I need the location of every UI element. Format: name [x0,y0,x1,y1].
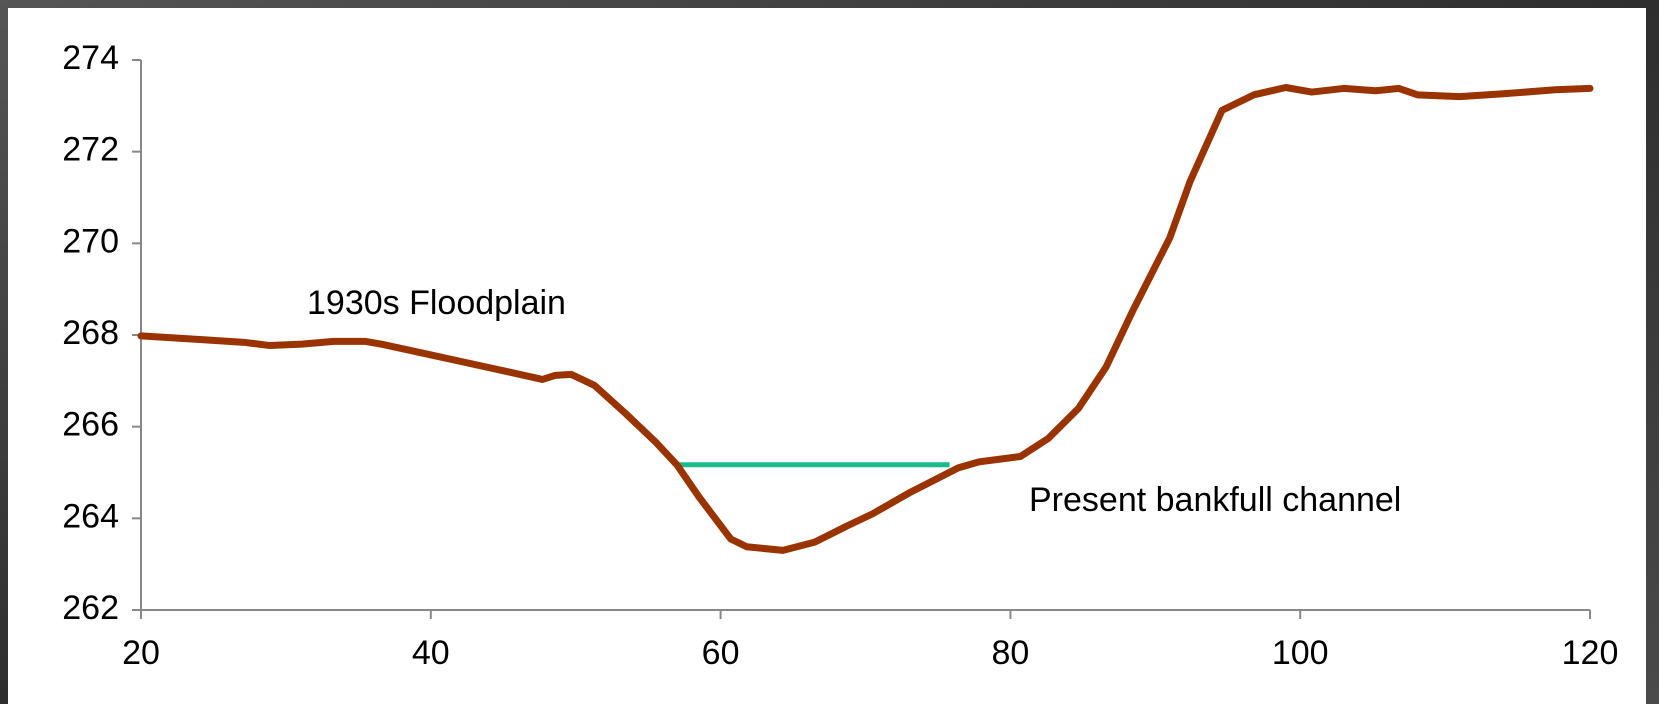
page: 262 264 266 268 270 272 274 20 40 60 80 100 120 1930s… [0,0,1659,704]
annotation: Present bankfull channel [1029,481,1401,519]
y-tick-label: 274 [62,39,119,77]
x-tick-label: 60 [702,634,740,672]
y-tick-label: 268 [62,314,119,352]
y-tick-label: 270 [62,222,119,260]
annotation: 1930s Floodplain [307,284,566,322]
plot-panel [8,8,1646,704]
y-tick-label: 272 [62,131,119,169]
x-tick-label: 120 [1562,634,1619,672]
x-tick-label: 20 [122,634,160,672]
y-tick-label: 266 [62,406,119,444]
x-tick-label: 80 [991,634,1029,672]
x-tick-label: 100 [1272,634,1329,672]
chart: 262 264 266 268 270 272 274 20 40 60 80 100 120 1930s… [0,0,1659,704]
y-tick-label: 264 [62,497,119,535]
y-tick-label: 262 [62,589,119,627]
x-tick-label: 40 [412,634,450,672]
